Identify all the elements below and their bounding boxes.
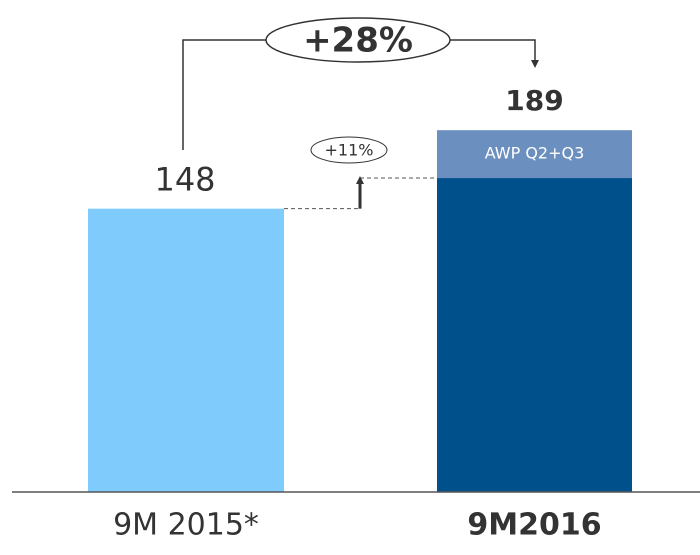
bar-segment — [88, 208, 284, 493]
annotation: +11% — [325, 141, 374, 160]
annotation: +28% — [303, 21, 413, 61]
bar-segment — [437, 130, 632, 179]
segment-label: AWP Q2+Q3 — [485, 144, 585, 163]
bar-segment — [437, 178, 632, 492]
total-label: 148 — [154, 161, 215, 199]
annotation-bubble — [310, 136, 388, 164]
x-tick-label: 9M2016 — [467, 508, 601, 543]
total-label: 189 — [505, 84, 563, 117]
annotation-bubble — [265, 17, 451, 63]
bracket — [450, 39, 539, 68]
x-tick-label: 9M 2015* — [113, 508, 259, 543]
bracket — [182, 39, 266, 150]
